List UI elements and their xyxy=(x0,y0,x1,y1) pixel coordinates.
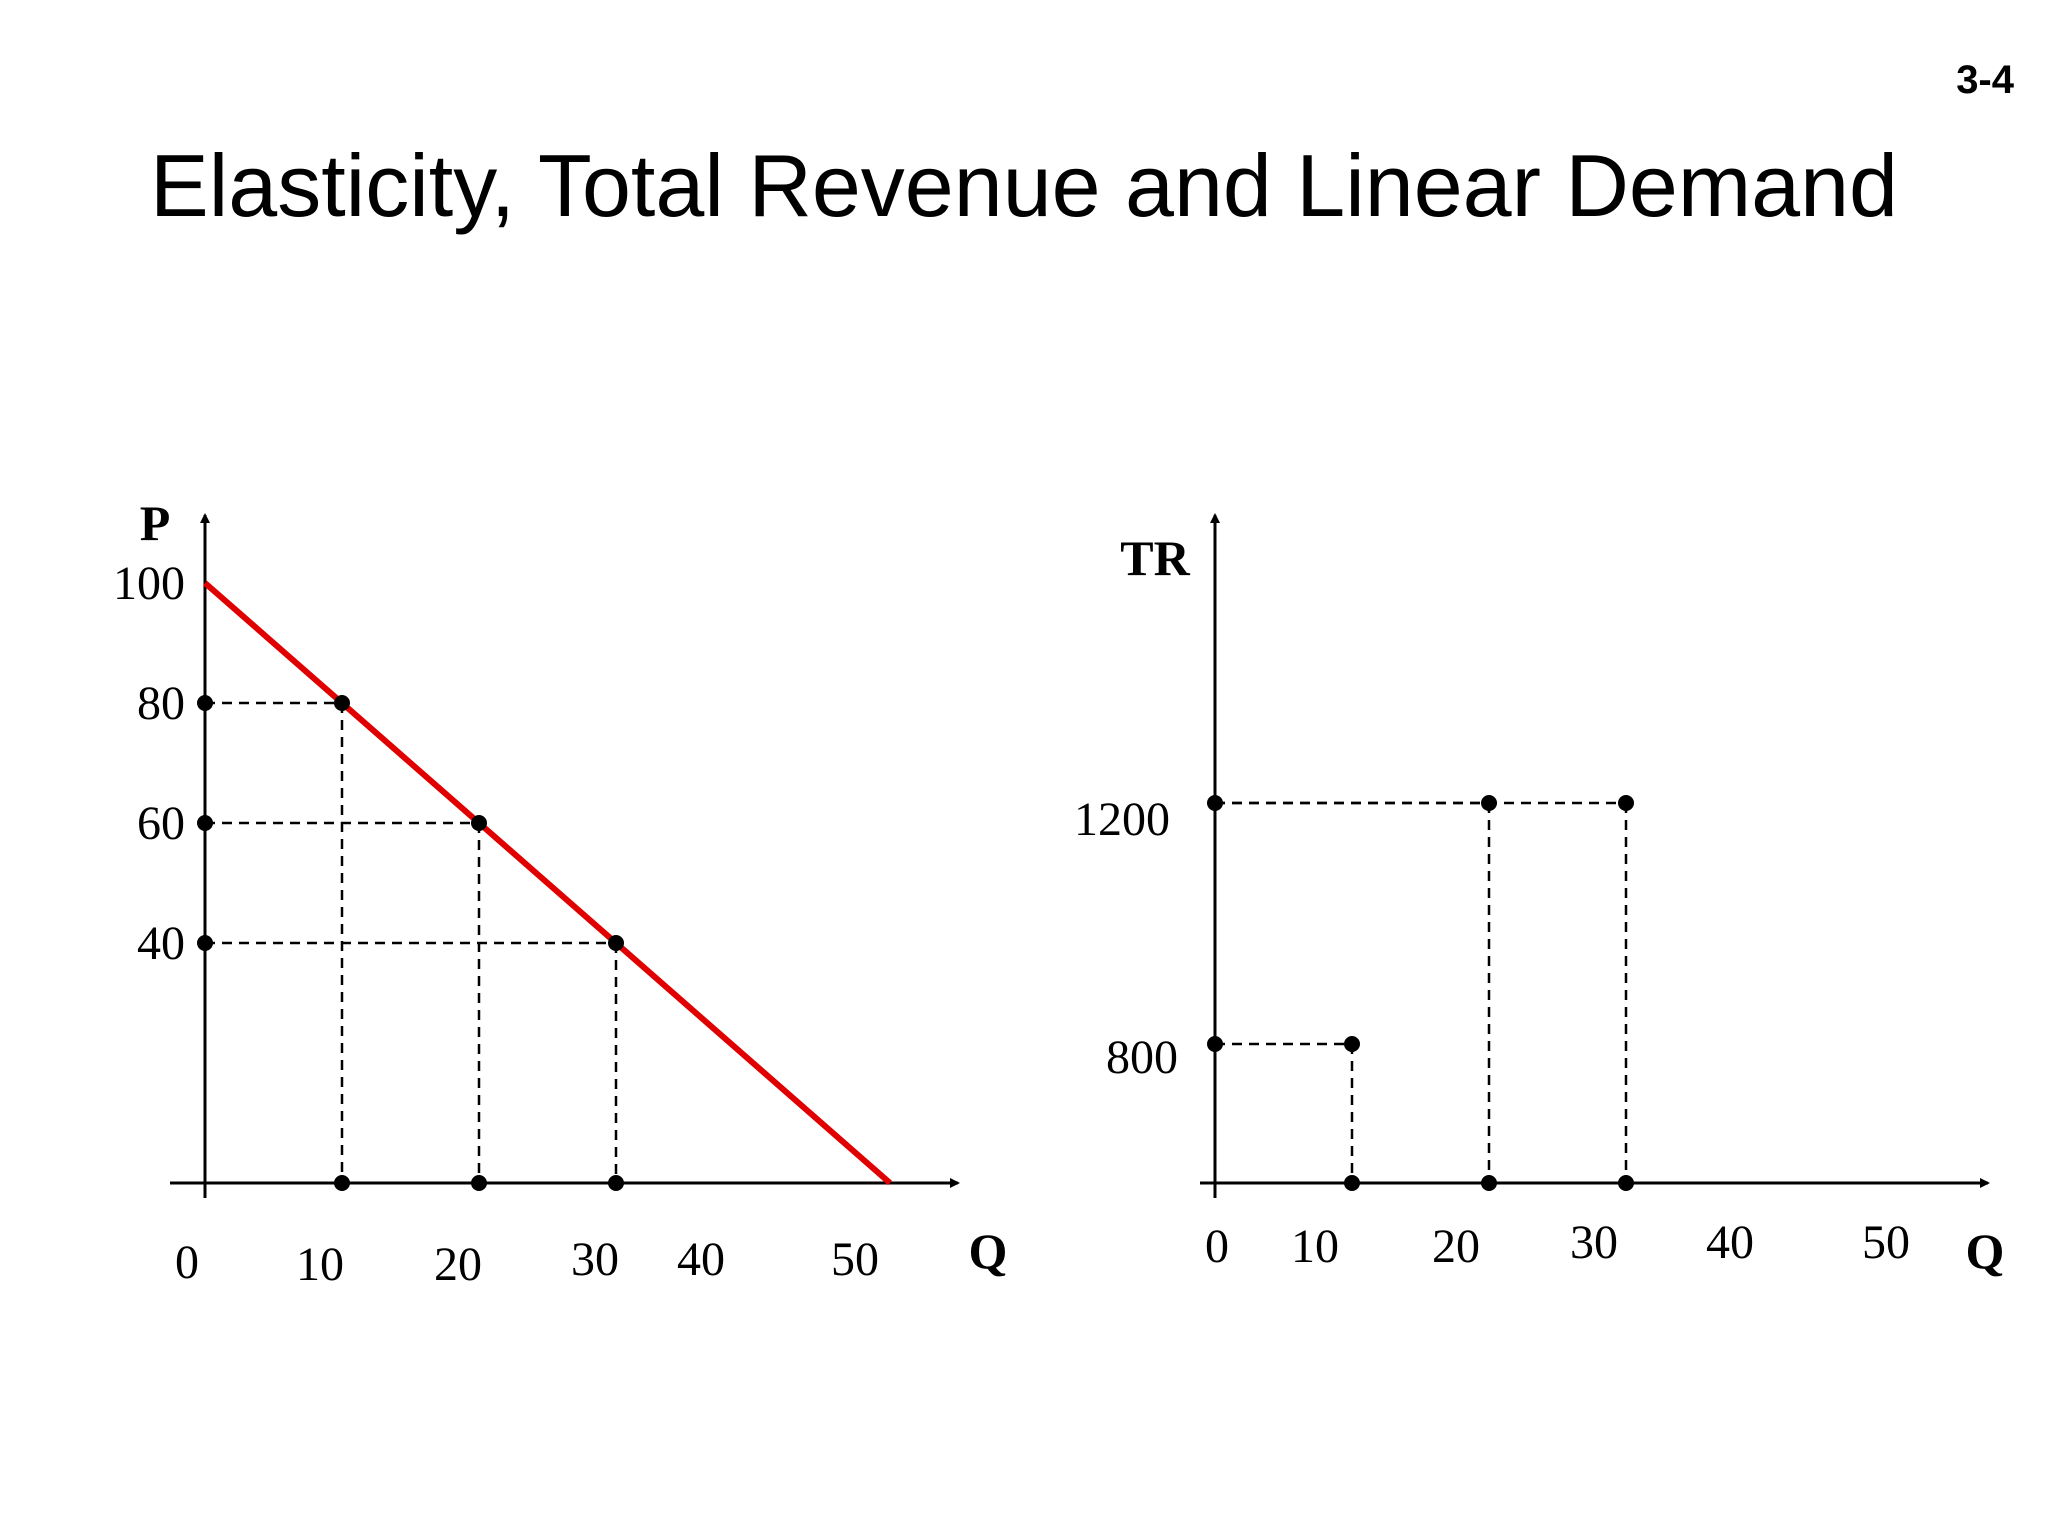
x-tick-0: 0 xyxy=(175,1236,199,1289)
point-q30-tr1200 xyxy=(1618,795,1634,811)
x-tick-20: 20 xyxy=(1432,1220,1480,1273)
x-axis-label: Q xyxy=(1966,1223,2005,1279)
point-q10-tr800 xyxy=(1344,1036,1360,1052)
y-tick-100: 100 xyxy=(113,557,185,610)
x-axis-dot-30 xyxy=(608,1175,624,1191)
point-q10-p80 xyxy=(334,695,350,711)
y-tick-800: 800 xyxy=(1106,1031,1178,1084)
x-tick-40: 40 xyxy=(677,1233,725,1286)
x-tick-20: 20 xyxy=(434,1238,482,1291)
x-tick-50: 50 xyxy=(831,1233,879,1286)
y-axis-dot-40 xyxy=(197,935,213,951)
y-axis-dot-80 xyxy=(197,695,213,711)
x-tick-40: 40 xyxy=(1706,1216,1754,1269)
x-tick-10: 10 xyxy=(1291,1220,1339,1273)
point-q30-p40 xyxy=(608,935,624,951)
y-axis-label: P xyxy=(140,495,171,551)
x-axis-dot-20 xyxy=(471,1175,487,1191)
y-axis-label: TR xyxy=(1120,530,1190,586)
x-tick-50: 50 xyxy=(1862,1216,1910,1269)
x-tick-30: 30 xyxy=(571,1233,619,1286)
y-tick-60: 60 xyxy=(137,797,185,850)
x-axis-dot-10 xyxy=(334,1175,350,1191)
slide-number: 3-4 xyxy=(1956,58,2014,102)
x-tick-10: 10 xyxy=(296,1238,344,1291)
point-q20-p60 xyxy=(471,815,487,831)
demand-line xyxy=(203,580,892,1186)
y-axis-dot-800 xyxy=(1207,1036,1223,1052)
x-axis-label: Q xyxy=(969,1223,1008,1279)
point-q20-tr1200 xyxy=(1481,795,1497,811)
y-tick-1200: 1200 xyxy=(1074,793,1170,846)
y-axis-dot-1200 xyxy=(1207,795,1223,811)
x-axis-dot-30 xyxy=(1618,1175,1634,1191)
x-tick-30: 30 xyxy=(1570,1216,1618,1269)
y-tick-80: 80 xyxy=(137,677,185,730)
y-tick-40: 40 xyxy=(137,917,185,970)
slide-title: Elasticity, Total Revenue and Linear Dem… xyxy=(150,136,1898,235)
x-axis-dot-20 xyxy=(1481,1175,1497,1191)
x-axis-dot-10 xyxy=(1344,1175,1360,1191)
y-axis-dot-60 xyxy=(197,815,213,831)
demand-chart: 40 60 80 100 0 10 20 30 40 50 P Q xyxy=(113,495,1007,1291)
x-tick-0: 0 xyxy=(1205,1220,1229,1273)
total-revenue-chart: 1200 800 0 10 20 30 40 50 TR Q xyxy=(1074,513,2005,1279)
